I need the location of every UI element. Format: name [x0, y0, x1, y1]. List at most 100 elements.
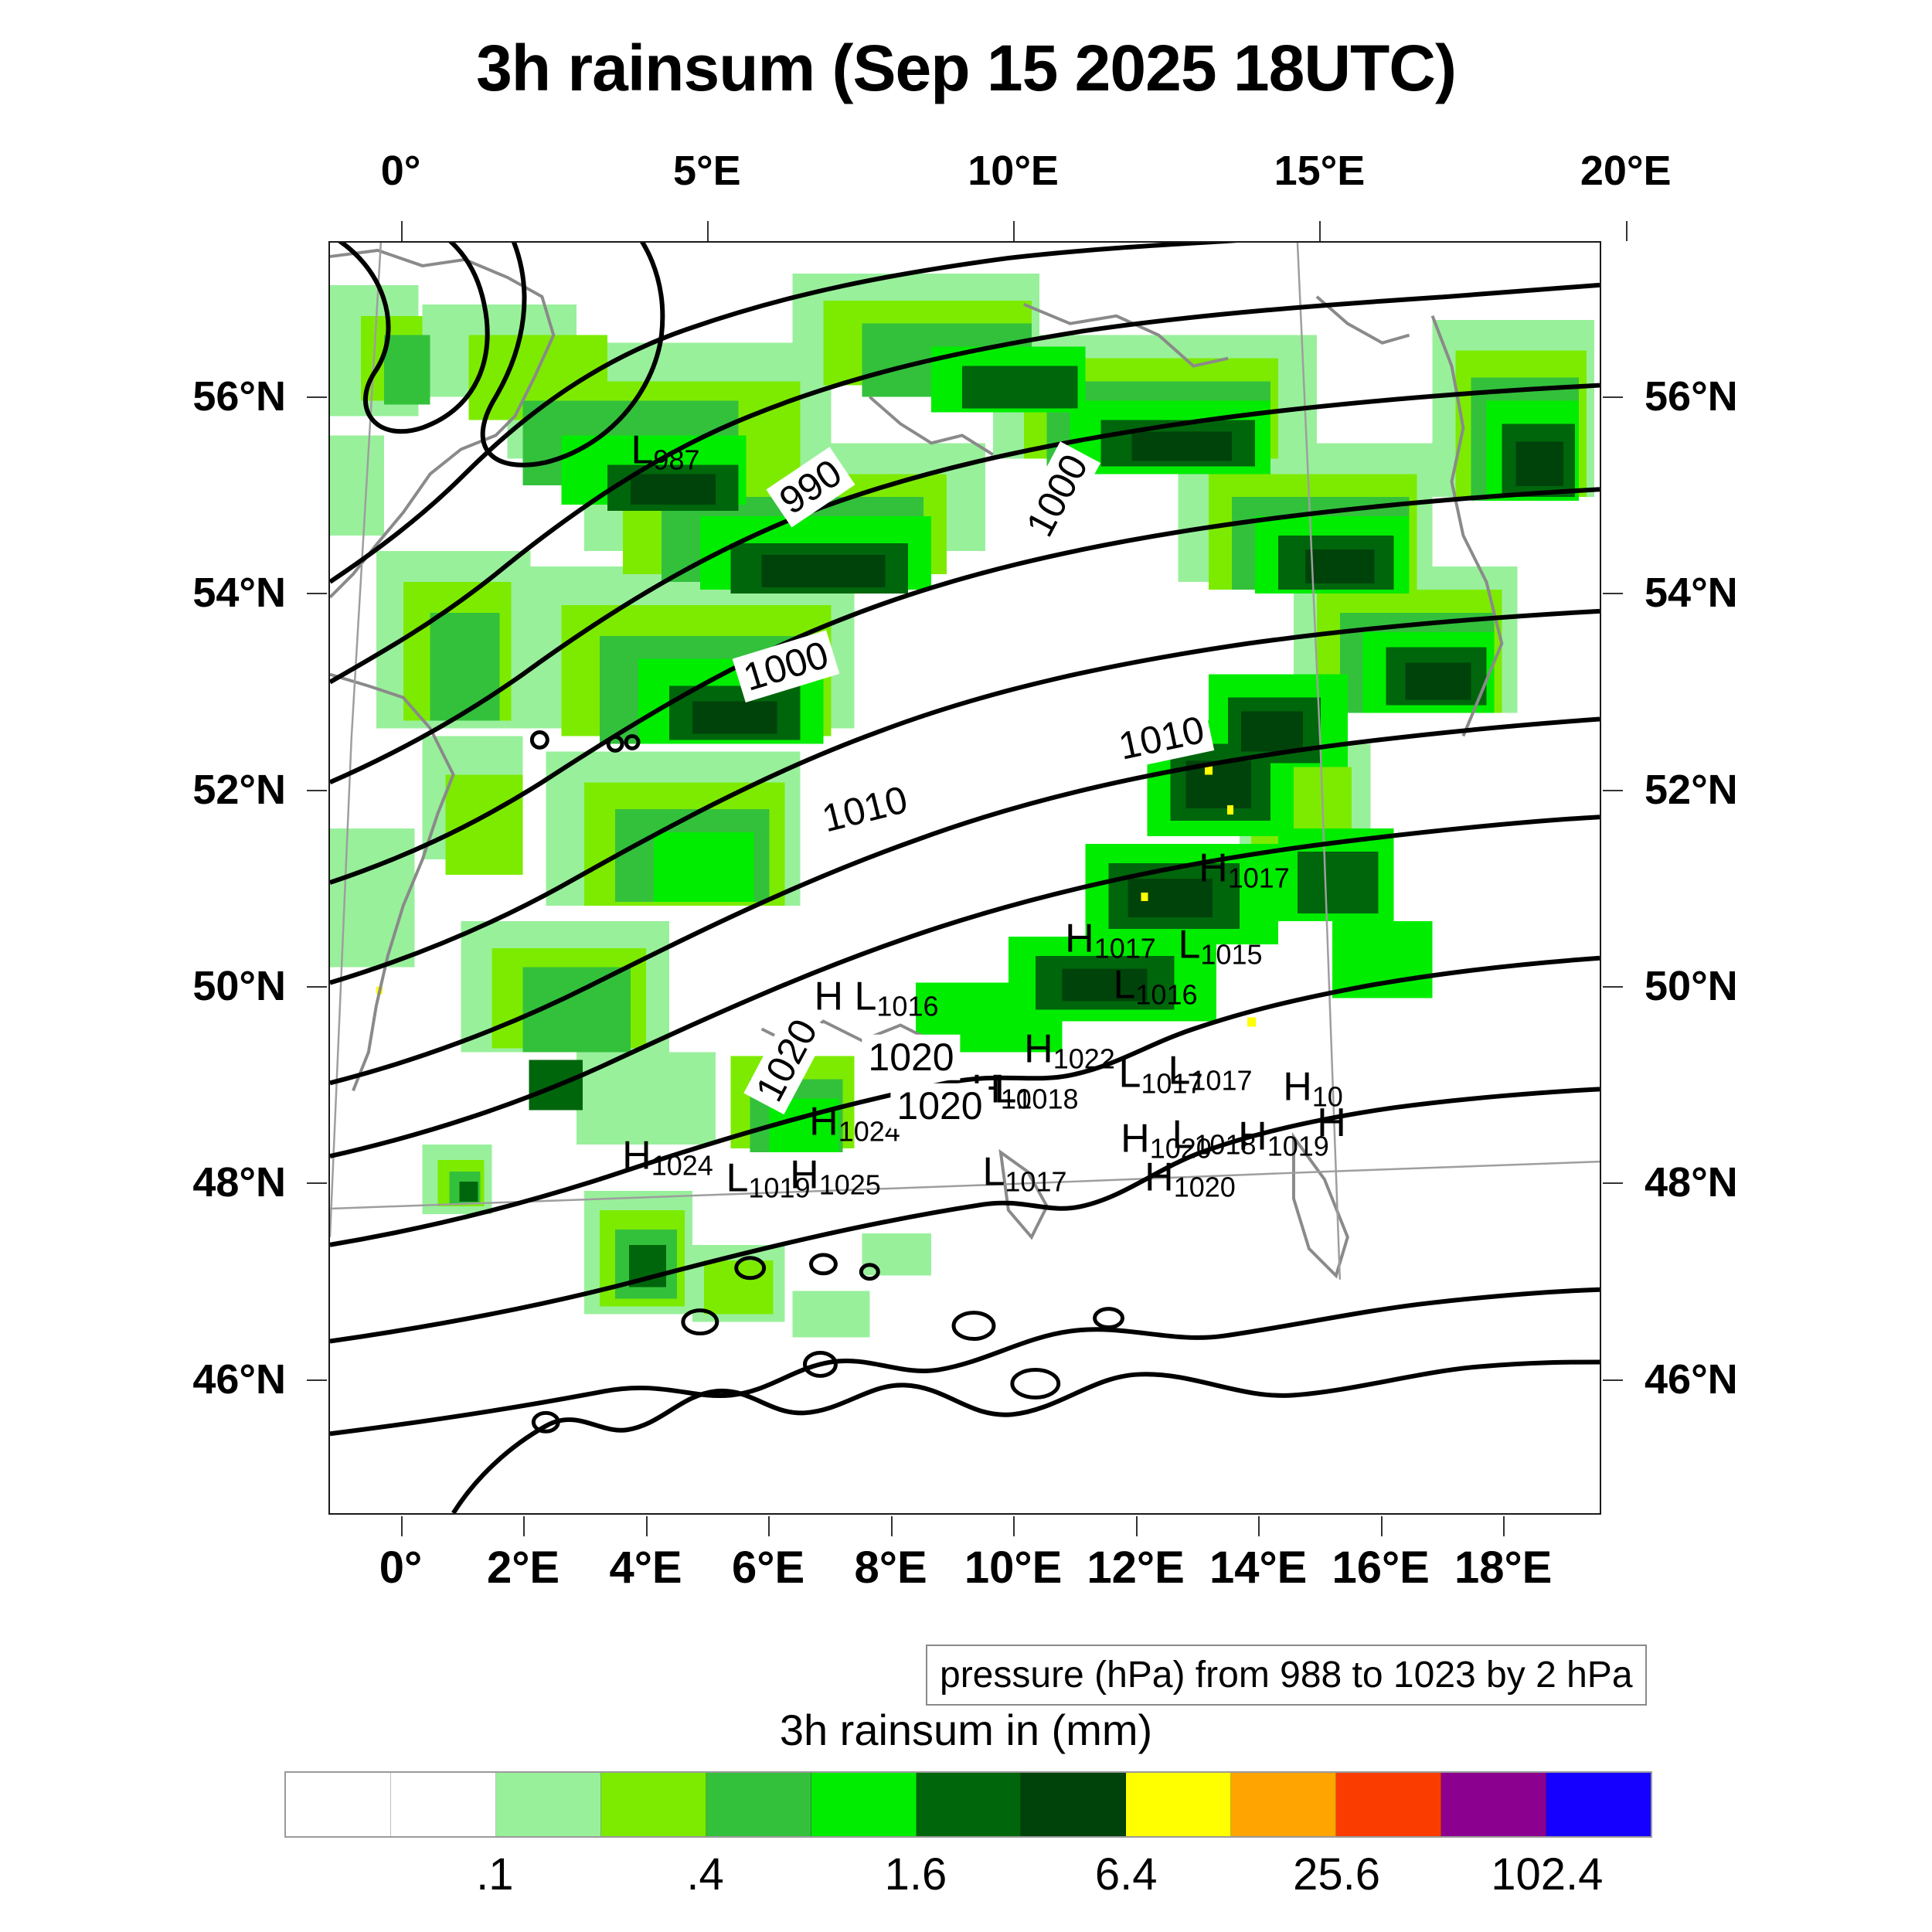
- high-center-1024-west: H1024: [622, 1136, 713, 1180]
- pressure-center-type: L: [1172, 1112, 1195, 1158]
- pressure-center-value: 1017: [1190, 1064, 1253, 1097]
- pressure-center-value: 1018: [1016, 1083, 1079, 1115]
- pressure-center-type: L: [726, 1155, 749, 1201]
- colorbar-swatch[interactable]: [1441, 1773, 1547, 1836]
- colorbar-swatch[interactable]: [1126, 1773, 1232, 1836]
- low-center-1019: L1019: [726, 1158, 810, 1202]
- low-center-1018-mid: L1018: [994, 1070, 1078, 1114]
- pressure-center-type: H: [1199, 845, 1228, 891]
- colorbar-swatch[interactable]: [1546, 1773, 1651, 1836]
- colorbar-swatch[interactable]: [286, 1773, 391, 1836]
- pressure-center-type: H: [1145, 1155, 1174, 1200]
- bottom-axis-label: 4°E: [609, 1543, 682, 1593]
- pressure-center-type: L: [1118, 1051, 1141, 1097]
- right-axis-label: 52°N: [1645, 766, 1738, 813]
- colorbar-swatch[interactable]: [600, 1773, 706, 1836]
- left-axis-label: 56°N: [192, 372, 286, 420]
- pressure-center-value: 1019: [1267, 1130, 1329, 1162]
- colorbar-swatch[interactable]: [390, 1773, 496, 1836]
- pressure-center-type: L: [631, 427, 654, 473]
- contour-1020-c: 1020: [890, 1083, 989, 1129]
- pressure-center-type: H: [790, 1152, 819, 1198]
- pressure-legend: pressure (hPa) from 988 to 1023 by 2 hPa: [926, 1645, 1647, 1706]
- pressure-center-value: 1018: [1194, 1128, 1257, 1161]
- bottom-axis-tick: [768, 1516, 770, 1536]
- pressure-center-value: 1024: [651, 1149, 713, 1182]
- top-axis-tick: [1319, 221, 1321, 241]
- bottom-axis-label: 16°E: [1332, 1543, 1430, 1593]
- low-center-1017-b: L1017: [1168, 1051, 1252, 1095]
- bottom-axis-label: 2°E: [486, 1543, 560, 1593]
- isobar-contours: [330, 243, 1600, 1513]
- colorbar-swatch[interactable]: [1021, 1773, 1127, 1836]
- bottom-axis-tick: [523, 1516, 526, 1536]
- low-center-1017-a: L1017: [1118, 1054, 1202, 1098]
- contour-1020-b: 1020: [862, 1034, 961, 1080]
- colorbar-swatch[interactable]: [495, 1773, 601, 1836]
- bottom-axis-tick: [890, 1516, 893, 1536]
- colorbar-swatch[interactable]: [706, 1773, 811, 1836]
- bottom-axis-label: 12°E: [1087, 1543, 1185, 1593]
- high-center-1020-s: H1020: [1145, 1158, 1236, 1202]
- pressure-center-value: 1017: [1141, 1067, 1203, 1100]
- pressure-center-type: L: [994, 1066, 1017, 1112]
- left-axis-tick: [307, 396, 327, 398]
- pressure-center-value: 1019: [748, 1172, 811, 1204]
- pressure-center-value: 987: [653, 444, 700, 476]
- bottom-axis-tick: [645, 1516, 648, 1536]
- top-axis-label: 15°E: [1274, 148, 1366, 194]
- pressure-center-type: H: [622, 1133, 651, 1179]
- bottom-axis-tick: [1380, 1516, 1383, 1536]
- pressure-center-value: 1016: [876, 990, 939, 1022]
- right-axis-tick: [1603, 593, 1623, 595]
- pressure-center-type: H: [1317, 1100, 1346, 1145]
- right-axis-tick: [1603, 985, 1623, 988]
- low-center-987: L987: [631, 430, 700, 474]
- pressure-center-type: L: [1168, 1048, 1191, 1094]
- high-center-1020-se: H1020: [1121, 1119, 1212, 1163]
- left-axis-label: 54°N: [192, 570, 286, 617]
- top-axis-tick: [1625, 221, 1628, 241]
- map-canvas: [330, 243, 1600, 1513]
- left-axis-tick: [307, 1379, 327, 1381]
- colorbar-tick-label: 25.6: [1293, 1849, 1380, 1900]
- colorbar-tick-label: 1.6: [884, 1849, 947, 1900]
- pressure-center-type: H: [1238, 1114, 1267, 1159]
- colorbar-swatch[interactable]: [1336, 1773, 1442, 1836]
- graticule: [330, 243, 1600, 1280]
- top-axis-label: 5°E: [672, 148, 741, 194]
- bottom-axis-tick: [1258, 1516, 1260, 1536]
- bottom-axis-label: 14°E: [1209, 1543, 1308, 1593]
- left-axis-tick: [307, 593, 327, 595]
- pressure-center-type: H L: [814, 974, 877, 1019]
- pressure-center-value: 1017: [1005, 1165, 1067, 1198]
- right-axis-label: 48°N: [1645, 1159, 1738, 1206]
- top-axis-tick: [400, 221, 403, 241]
- bottom-axis-tick: [1503, 1516, 1505, 1536]
- left-axis-label: 48°N: [192, 1159, 286, 1206]
- pressure-center-value: 1015: [1200, 938, 1263, 971]
- pressure-center-value: 1025: [818, 1168, 881, 1201]
- weather-map[interactable]: L987 H1017 H1017 L1015 L1016 H L1016 H1022 L101…: [328, 241, 1601, 1515]
- page-title: 3h rainsum (Sep 15 2025 18UTC): [476, 32, 1457, 104]
- bottom-axis-tick: [1013, 1516, 1015, 1536]
- bottom-axis-tick: [400, 1516, 403, 1536]
- pressure-center-type: H: [1121, 1116, 1150, 1162]
- pressure-center-value: 1016: [1135, 978, 1198, 1011]
- pressure-center-type: H: [1024, 1026, 1053, 1072]
- pressure-center-value: 10: [1311, 1080, 1343, 1113]
- pressure-center-value: 1020: [1149, 1132, 1212, 1165]
- pressure-center-type: L: [1178, 922, 1201, 968]
- colorbar[interactable]: [284, 1771, 1652, 1838]
- colorbar-swatch[interactable]: [811, 1773, 917, 1836]
- bottom-axis-label: 18°E: [1454, 1543, 1553, 1593]
- high-center-1019-se: H1019: [1238, 1117, 1329, 1161]
- high-center-1025: H1025: [790, 1155, 881, 1199]
- right-axis-label: 50°N: [1645, 962, 1738, 1009]
- colorbar-swatch[interactable]: [1231, 1773, 1337, 1836]
- top-axis-tick: [706, 221, 709, 241]
- top-axis-tick: [1013, 221, 1015, 241]
- colorbar-tick-label: 6.4: [1094, 1849, 1158, 1900]
- colorbar-swatch[interactable]: [916, 1773, 1022, 1836]
- right-axis-tick: [1603, 1379, 1623, 1381]
